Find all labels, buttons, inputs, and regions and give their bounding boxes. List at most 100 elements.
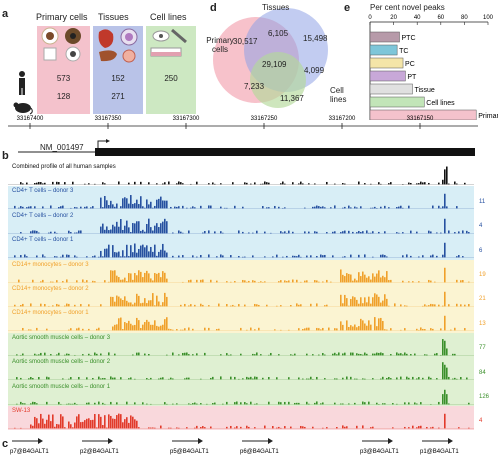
signal-bar (404, 426, 406, 429)
signal-bar (252, 232, 254, 234)
signal-bar (132, 416, 134, 429)
signal-bar (74, 304, 76, 307)
signal-bar (342, 403, 344, 404)
signal-bar (396, 231, 398, 234)
signal-bar (362, 320, 364, 331)
signal-bar (140, 271, 142, 282)
signal-bar (68, 330, 70, 331)
signal-bar (62, 378, 64, 380)
signal-bar (36, 354, 38, 356)
signal-bar (164, 272, 166, 282)
signal-bar (22, 353, 24, 356)
gene-exon (95, 148, 475, 156)
signal-bar (244, 182, 246, 185)
signal-bar (342, 183, 344, 185)
signal-bar (148, 272, 150, 282)
signal-bar (314, 207, 316, 209)
signal-bar (352, 280, 354, 282)
signal-bar (300, 257, 302, 258)
signal-bar (342, 208, 344, 209)
signal-bar (30, 402, 32, 404)
signal-bar (148, 204, 150, 209)
signal-bar (414, 402, 416, 404)
signal-bar (432, 254, 434, 258)
bar-cell-lines (369, 96, 425, 108)
signal-bar (114, 226, 116, 234)
signal-bar (102, 256, 104, 258)
signal-bar (98, 401, 100, 404)
signal-bar (20, 305, 22, 307)
signal-bar (436, 378, 438, 380)
signal-bar (430, 303, 432, 307)
signal-bar (172, 378, 174, 380)
coord-label: 33167250 (251, 116, 278, 122)
signal-bar (388, 183, 390, 185)
signal-bar (372, 353, 374, 356)
signal-bar (286, 280, 288, 282)
signal-bar (238, 230, 240, 234)
signal-bar (348, 305, 350, 307)
signal-bar (100, 226, 102, 234)
signal-bar (138, 427, 140, 429)
signal-bar (446, 367, 448, 380)
signal-bar (342, 377, 344, 380)
signal-bar (418, 377, 420, 380)
signal-bar (130, 302, 132, 307)
signal-bar (376, 402, 378, 404)
signal-bar (266, 304, 268, 307)
venn-diagram (213, 8, 328, 108)
signal-bar (14, 255, 16, 258)
signal-bar (164, 182, 166, 185)
signal-bar (438, 206, 440, 209)
signal-bar (138, 249, 140, 258)
signal-bar (118, 276, 120, 282)
signal-bar (416, 403, 418, 404)
signal-bar (138, 320, 140, 331)
signal-bar (442, 305, 444, 307)
signal-bar (134, 272, 136, 282)
x-tick-label: 20 (390, 15, 397, 21)
signal-bar (160, 305, 162, 307)
signal-bar (50, 231, 52, 234)
signal-bar (142, 401, 144, 404)
promoter-arrowhead-icon (268, 438, 273, 444)
signal-bar (410, 256, 412, 258)
signal-bar (244, 304, 246, 307)
signal-bar (226, 280, 228, 282)
signal-bar (70, 403, 72, 404)
signal-bar (368, 401, 370, 404)
signal-bar (354, 206, 356, 209)
signal-bar (360, 319, 362, 331)
signal-bar (280, 230, 282, 234)
signal-bar (424, 304, 426, 307)
signal-bar (460, 279, 462, 282)
signal-bar (68, 255, 70, 258)
signal-bar (298, 304, 300, 307)
signal-bar (58, 424, 60, 429)
signal-bar (356, 378, 358, 380)
signal-bar (154, 320, 156, 331)
signal-bar (318, 206, 320, 209)
signal-bar (364, 183, 366, 185)
signal-bar (120, 414, 122, 429)
signal-bar (126, 417, 128, 429)
signal-bar (446, 206, 448, 209)
track-signal (8, 389, 474, 405)
signal-bar (186, 208, 188, 209)
signal-bar (248, 232, 250, 234)
signal-bar (150, 427, 152, 429)
signal-bar (350, 254, 352, 258)
signal-bar (70, 377, 72, 380)
signal-bar (220, 254, 222, 258)
signal-bar (142, 276, 144, 282)
signal-bar (340, 403, 342, 404)
signal-bar (136, 293, 138, 307)
signal-bar (336, 328, 338, 331)
track-background (8, 406, 474, 431)
signal-bar (416, 378, 418, 380)
signal-bar (140, 245, 142, 258)
signal-bar (234, 206, 236, 209)
signal-bar (20, 231, 22, 234)
signal-bar (136, 200, 138, 209)
signal-bar (182, 206, 184, 209)
